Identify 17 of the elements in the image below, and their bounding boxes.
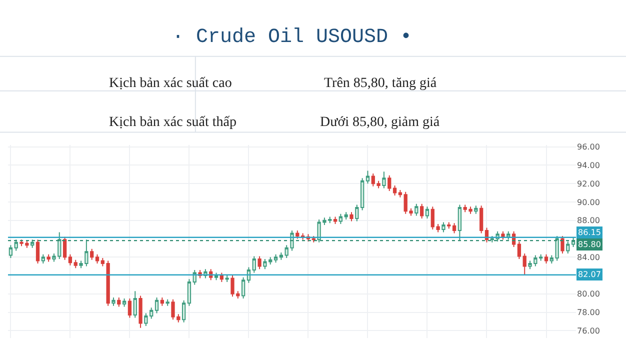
ref-line-label: 82.07 [578,270,601,279]
text: Dưới 85,80, giảm giá [320,115,440,130]
y-tick-label: 94.00 [577,161,600,170]
y-tick-label: 80.00 [577,290,600,299]
text: Kịch bản xác suất thấp [109,115,237,130]
y-tick-label: 88.00 [577,216,600,226]
text: Trên 85,80, tăng giá [324,76,438,91]
y-tick-label: 92.00 [577,179,600,188]
chart-title: · Crude Oil USOUSD • [172,26,412,49]
ref-line-label: 86.15 [578,228,601,237]
y-tick-label: 76.00 [577,326,600,336]
y-tick-label: 90.00 [577,198,600,207]
text: Kịch bản xác suất cao [109,76,232,91]
ref-line-label: 85.80 [578,240,601,249]
y-tick-label: 78.00 [577,308,600,318]
y-tick-label: 96.00 [577,142,600,152]
y-tick-label: 84.00 [577,252,600,262]
